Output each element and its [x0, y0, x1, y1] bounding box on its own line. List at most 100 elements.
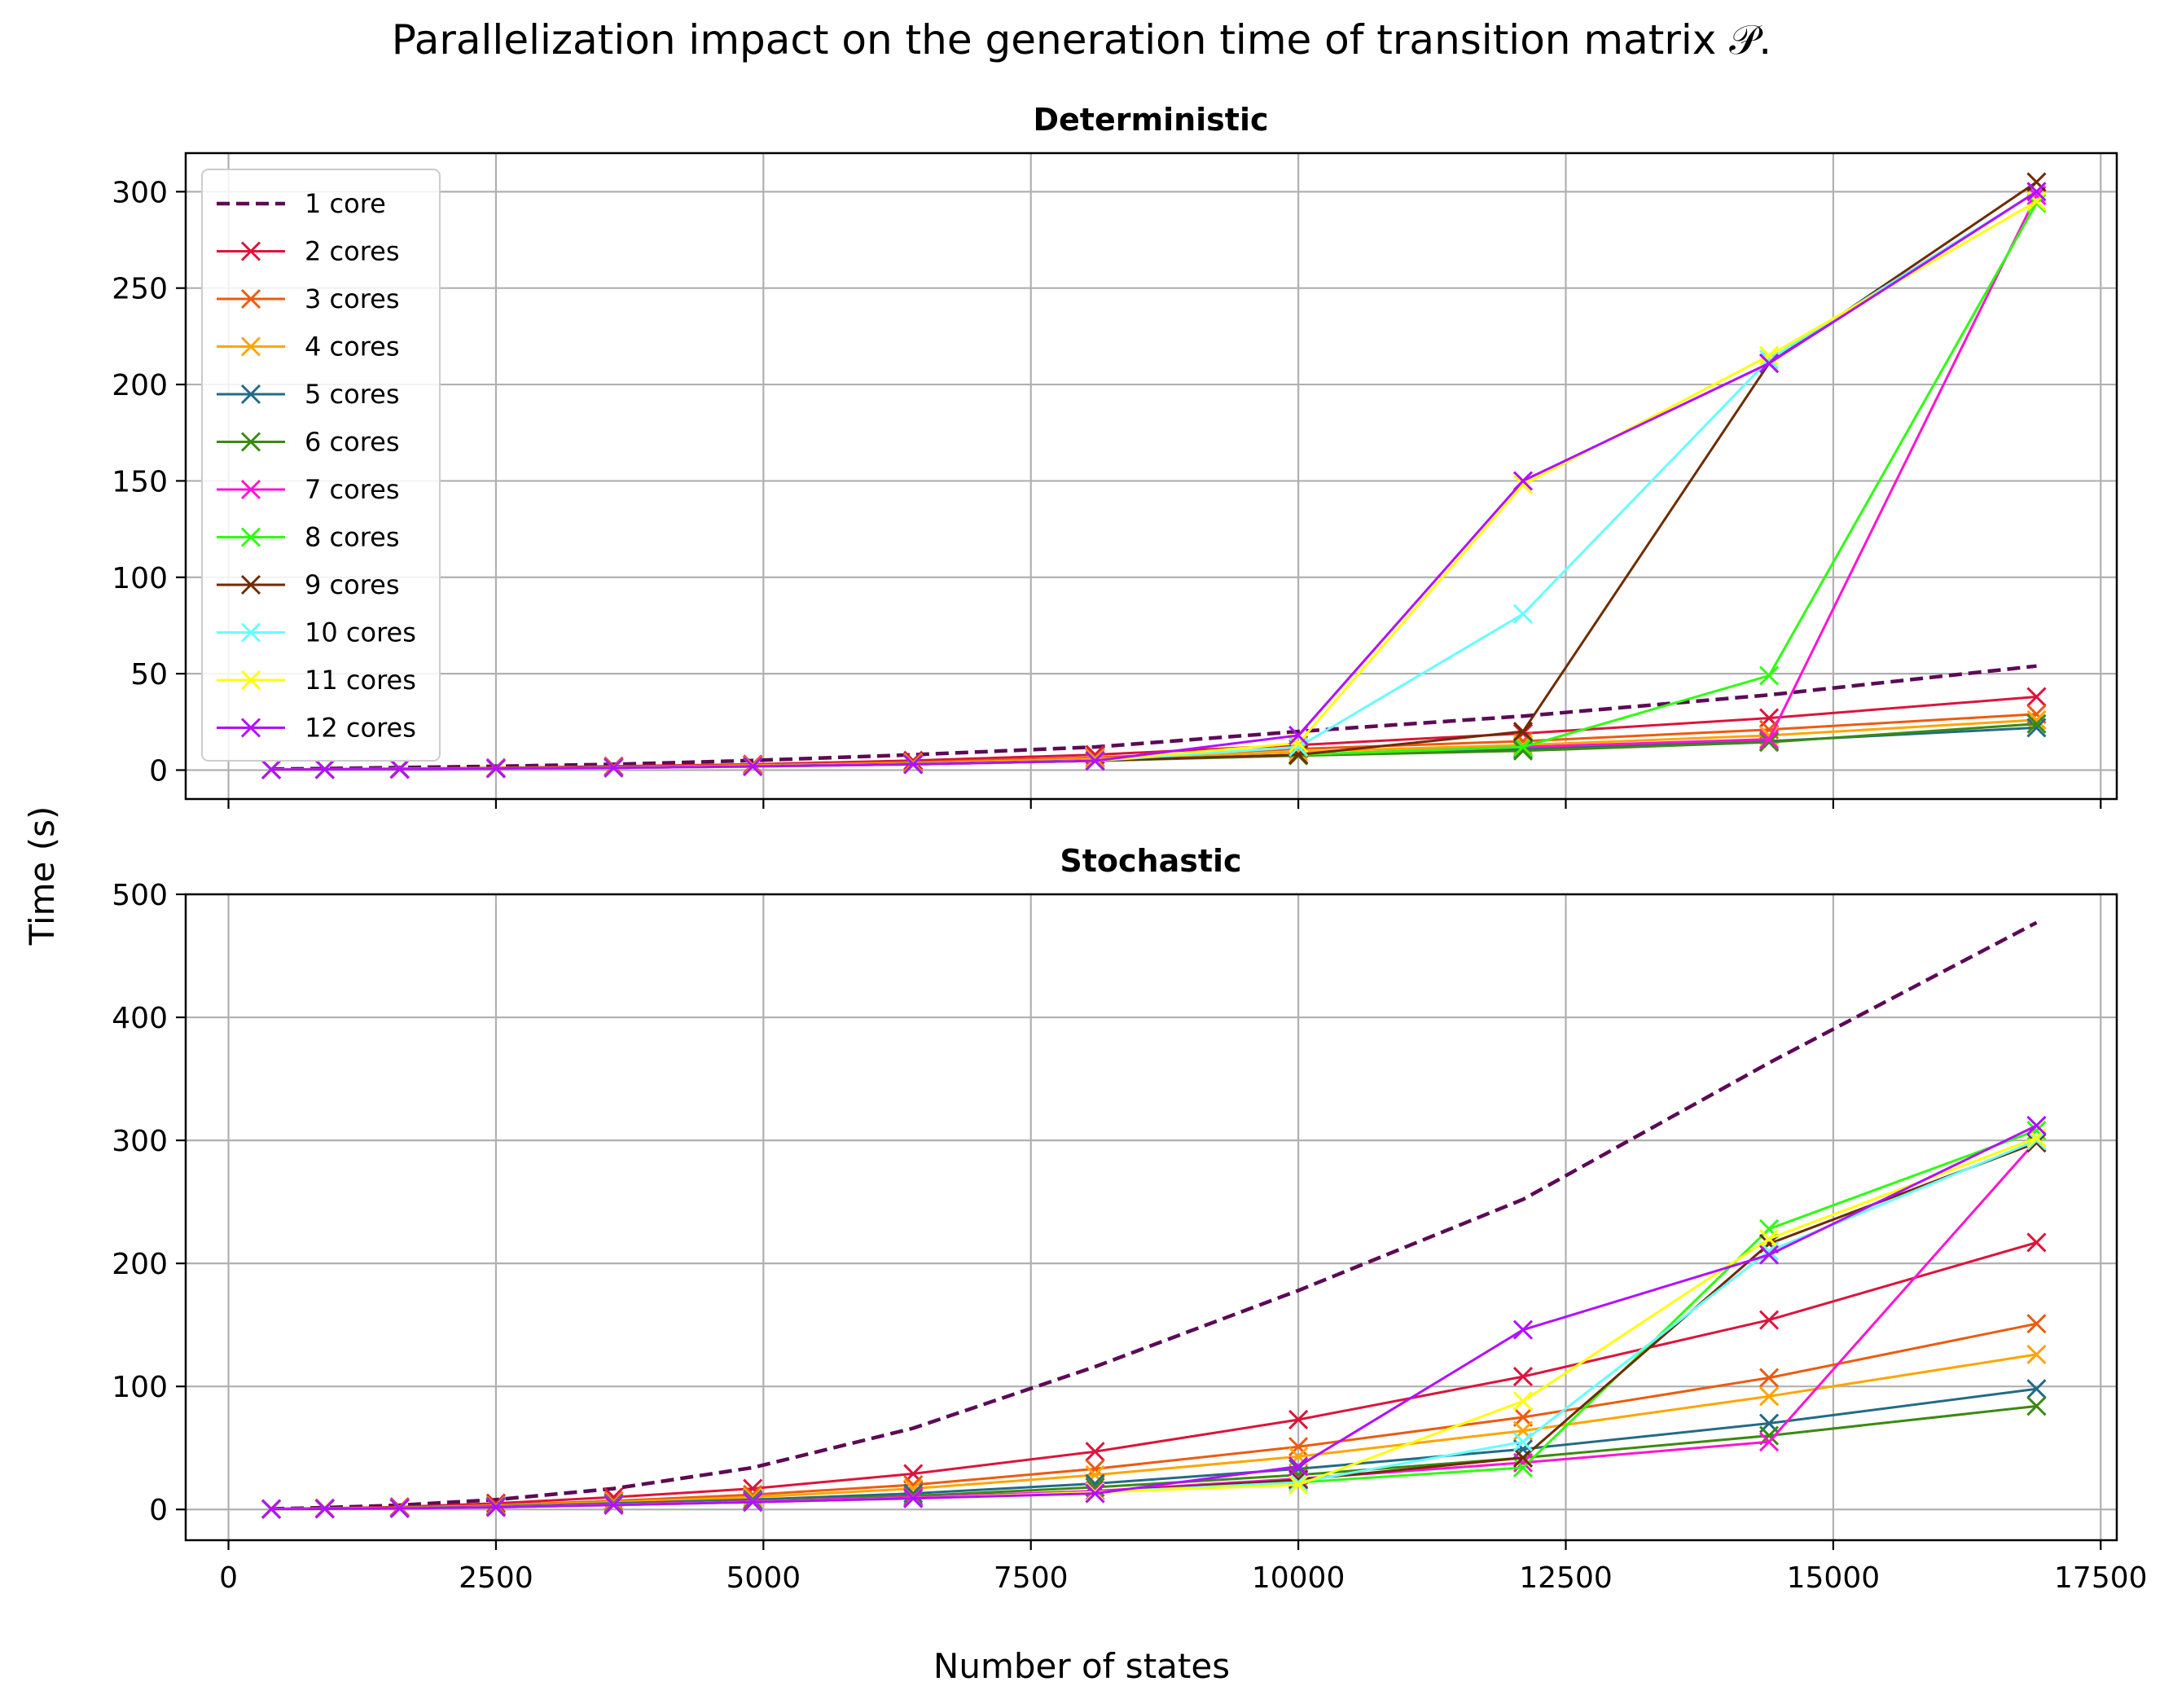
stochastic-data-point	[1759, 1432, 1780, 1452]
legend-label: 3 cores	[305, 283, 400, 314]
legend-marker	[240, 574, 261, 595]
legend-marker	[240, 432, 261, 452]
deterministic-y-tick-label: 100	[112, 562, 168, 595]
deterministic-grid	[186, 153, 2117, 799]
x-tick-label: 17500	[2054, 1561, 2148, 1595]
stochastic-data-point	[1759, 1310, 1780, 1330]
legend-item: 9 cores	[217, 569, 400, 600]
x-axis-label: Number of states	[933, 1646, 1230, 1686]
deterministic-data-point	[1512, 722, 1534, 742]
stochastic-data-point	[1759, 1386, 1780, 1407]
stochastic-series-12-cores	[261, 1115, 2047, 1519]
deterministic-data-point	[1288, 741, 1309, 762]
deterministic-series-line-12-cores	[271, 191, 2038, 771]
stochastic-data-point	[1085, 1442, 1105, 1462]
figure-title: Parallelization impact on the generation…	[392, 16, 1771, 64]
stochastic-y-tick-label: 200	[112, 1248, 168, 1281]
deterministic-data-point	[743, 756, 763, 777]
stochastic-data-point	[485, 1493, 506, 1513]
legend-marker	[240, 288, 261, 310]
stochastic-chart: Stochastic 0 2500 5000 7500 10000 12500 15000 1…	[112, 843, 2147, 1595]
x-tick-label: 0	[219, 1561, 238, 1595]
legend-label: 11 cores	[305, 665, 416, 696]
legend-label: 7 cores	[305, 474, 400, 505]
stochastic-data-point	[743, 1492, 763, 1513]
legend-label: 8 cores	[305, 522, 400, 553]
stochastic-data-point	[1512, 1447, 1534, 1468]
deterministic-data-point	[903, 754, 924, 775]
x-tick-label: 12500	[1519, 1561, 1613, 1595]
stochastic-data-point	[1759, 1368, 1780, 1388]
stochastic-data-point	[604, 1495, 624, 1515]
deterministic-data-point	[2026, 687, 2047, 707]
stochastic-data-point	[1512, 1391, 1534, 1412]
legend-box	[201, 169, 441, 762]
deterministic-chart: Deterministic 0 50 100 150 200 250 300 1 core 2 …	[112, 102, 2118, 809]
deterministic-data-point	[2026, 713, 2047, 734]
x-tick-label: 5000	[726, 1561, 801, 1595]
stochastic-data-point	[2026, 1396, 2047, 1416]
stochastic-y-tick-label: 0	[149, 1494, 168, 1527]
stochastic-y-tick-label: 400	[112, 1002, 168, 1035]
legend-marker	[240, 384, 261, 405]
legend-item: 4 cores	[217, 332, 400, 362]
legend-marker	[240, 670, 261, 691]
stochastic-data-point	[2026, 1379, 2047, 1399]
legend-label: 9 cores	[305, 569, 400, 600]
stochastic-data-point	[2026, 1344, 2047, 1364]
legend-marker	[240, 718, 261, 738]
legend-item: 5 cores	[217, 379, 400, 410]
stochastic-data-point	[1759, 1245, 1780, 1265]
legend-item: 7 cores	[217, 474, 400, 505]
stochastic-data-point	[1759, 1218, 1780, 1239]
deterministic-data-point	[1512, 471, 1534, 491]
y-axis-label: Time (s)	[22, 806, 62, 946]
deterministic-series-line-1-core	[271, 664, 2037, 771]
deterministic-y-tick-label: 250	[112, 273, 168, 306]
legend-label: 10 cores	[305, 617, 416, 648]
deterministic-data-point	[1085, 751, 1105, 771]
deterministic-data-point	[2026, 182, 2047, 202]
deterministic-data-point	[1512, 739, 1534, 759]
legend-item: 10 cores	[217, 617, 416, 648]
stochastic-series-line-12-cores	[271, 1124, 2038, 1511]
deterministic-y-tick-label: 50	[130, 658, 168, 692]
deterministic-data-point	[2026, 709, 2047, 731]
deterministic-data-point	[1759, 665, 1780, 686]
legend-item: 8 cores	[217, 522, 400, 553]
x-tick-label: 2500	[459, 1561, 533, 1595]
deterministic-series-12-cores	[261, 182, 2047, 779]
legend-label: 12 cores	[305, 713, 416, 744]
legend-marker	[240, 336, 261, 357]
deterministic-data-point	[314, 759, 335, 779]
stochastic-data-point	[2026, 1232, 2047, 1253]
stochastic-data-point	[485, 1497, 506, 1517]
deterministic-data-point	[1512, 737, 1534, 757]
stochastic-chart-title: Stochastic	[1060, 843, 1241, 879]
deterministic-y-tick-label: 0	[149, 754, 168, 788]
legend-marker	[240, 622, 261, 643]
legend-label: 5 cores	[305, 379, 400, 410]
deterministic-data-point	[261, 759, 282, 779]
deterministic-data-point	[1759, 345, 1780, 366]
deterministic-data-point	[1288, 725, 1309, 745]
stochastic-y-tick-label: 300	[112, 1125, 168, 1158]
stochastic-data-point	[1759, 1228, 1780, 1249]
deterministic-data-point	[1512, 604, 1534, 624]
stochastic-data-point	[1288, 1437, 1309, 1457]
stochastic-data-point	[1288, 1474, 1309, 1495]
legend-marker	[240, 527, 261, 547]
deterministic-data-point	[604, 757, 624, 778]
legend-label: 4 cores	[305, 332, 400, 362]
legend-item: 6 cores	[217, 427, 400, 458]
legend-item: 12 cores	[217, 713, 416, 744]
deterministic-plot-frame	[184, 151, 2118, 801]
deterministic-data-point	[485, 758, 506, 779]
deterministic-y-tick-label: 150	[112, 465, 168, 498]
x-tick-label: 15000	[1787, 1561, 1881, 1595]
legend-item: 11 cores	[217, 665, 416, 696]
deterministic-chart-title: Deterministic	[1033, 102, 1268, 138]
legend-label: 1 core	[305, 188, 386, 219]
stochastic-data-point	[1288, 1409, 1309, 1430]
